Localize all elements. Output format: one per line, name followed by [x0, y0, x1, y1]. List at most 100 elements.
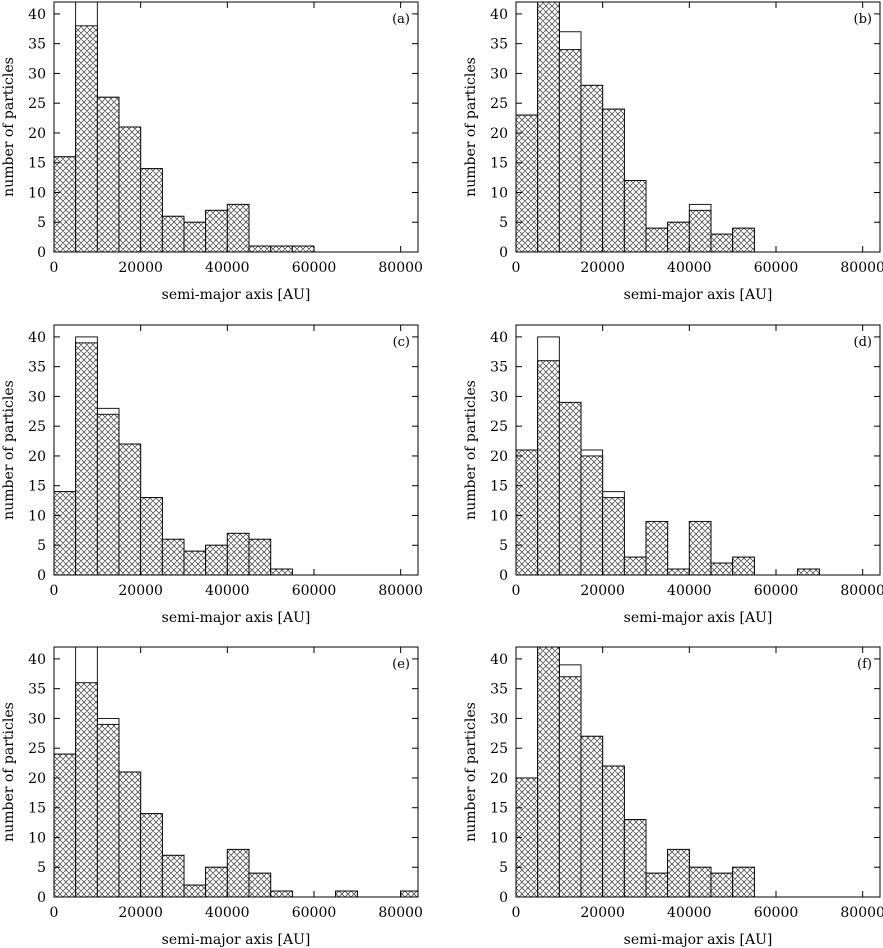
y-axis-label: number of particles	[1, 57, 17, 197]
plot-frame	[53, 324, 419, 576]
x-axis-label: semi-major axis [AU]	[624, 287, 773, 303]
bar-hatched	[140, 168, 163, 252]
y-tick-label: 35	[28, 682, 46, 698]
panel-letter: (e)	[392, 657, 410, 672]
x-axis-label: semi-major axis [AU]	[162, 610, 311, 626]
bars-group	[516, 336, 820, 575]
y-tick-label: 10	[28, 830, 46, 846]
y-tick-label: 0	[499, 245, 508, 261]
y-tick-label: 20	[28, 449, 46, 465]
bar-hatched	[270, 890, 293, 897]
x-tick-label: 60000	[754, 260, 799, 276]
bar-hatched	[270, 568, 293, 575]
bar-hatched	[645, 227, 669, 252]
y-tick-label: 40	[490, 652, 508, 668]
x-tick-label: 0	[512, 583, 521, 599]
y-tick-label: 25	[490, 741, 508, 757]
x-tick-label: 20000	[118, 905, 163, 921]
x-axis-label: semi-major axis [AU]	[162, 932, 311, 948]
y-tick-label: 5	[37, 215, 46, 231]
panel-d: 0 5 10 15 20 25 30 35 40 0 20000 40000 60000 80000 sem…	[463, 324, 883, 626]
bar-hatched	[516, 114, 539, 252]
y-axis-label: number of particles	[1, 380, 17, 520]
bar-hatched	[688, 866, 712, 897]
bar-hatched	[226, 848, 250, 897]
bar-hatched	[205, 866, 228, 897]
x-tick-label: 80000	[378, 260, 423, 276]
bar-hatched	[645, 872, 669, 897]
bar-hatched	[667, 568, 690, 575]
x-tick-label: 60000	[292, 583, 337, 599]
y-tick-label: 15	[28, 801, 46, 817]
y-tick-label: 30	[28, 66, 46, 82]
bar-hatched	[602, 108, 625, 252]
y-tick-label: 25	[490, 419, 508, 435]
bar-hatched	[558, 49, 582, 252]
bar-hatched	[602, 765, 625, 897]
bar-hatched	[96, 723, 120, 897]
plot-frame	[515, 646, 881, 898]
bars-group	[54, 2, 315, 252]
bar-hatched	[537, 647, 560, 897]
bar-hatched	[54, 491, 77, 575]
y-tick-label: 25	[28, 96, 46, 112]
bar-hatched	[732, 866, 755, 897]
y-tick-label: 40	[490, 7, 508, 23]
bar-hatched	[580, 84, 604, 252]
bar-hatched	[688, 520, 712, 575]
y-tick-label: 15	[28, 156, 46, 172]
y-tick-label: 20	[490, 126, 508, 142]
y-axis-label: number of particles	[1, 702, 17, 842]
bar-hatched	[797, 568, 820, 575]
bar-hatched	[205, 209, 228, 252]
bar-hatched	[248, 245, 272, 252]
bars-group	[516, 2, 755, 252]
y-tick-label: 40	[28, 652, 46, 668]
y-tick-label: 30	[28, 389, 46, 405]
x-tick-label: 20000	[580, 583, 625, 599]
y-tick-label: 15	[490, 156, 508, 172]
bar-hatched	[667, 848, 690, 897]
bar-hatched	[335, 890, 358, 897]
x-axis-label: semi-major axis [AU]	[162, 287, 311, 303]
x-tick-label: 80000	[840, 260, 883, 276]
bar-hatched	[183, 221, 207, 252]
bars-group	[516, 647, 755, 897]
x-tick-label: 0	[50, 260, 59, 276]
x-tick-label: 40000	[667, 905, 712, 921]
bar-hatched	[732, 227, 755, 252]
bars-group	[54, 647, 418, 897]
bar-hatched	[75, 682, 98, 897]
bar-hatched	[602, 497, 625, 575]
y-tick-label: 10	[490, 830, 508, 846]
y-tick-label: 35	[490, 360, 508, 376]
panel-letter: (f)	[857, 657, 872, 672]
y-tick-label: 25	[28, 741, 46, 757]
bar-hatched	[623, 819, 647, 897]
bar-hatched	[226, 203, 250, 252]
bar-hatched	[140, 813, 163, 897]
panel-letter: (b)	[854, 12, 872, 27]
x-tick-label: 60000	[292, 905, 337, 921]
bar-hatched	[161, 854, 185, 897]
y-axis-label: number of particles	[463, 57, 479, 197]
y-axis-label: number of particles	[463, 380, 479, 520]
panel-letter: (c)	[393, 335, 410, 350]
y-tick-label: 30	[28, 711, 46, 727]
x-tick-label: 20000	[580, 260, 625, 276]
y-tick-label: 10	[28, 508, 46, 524]
y-tick-label: 35	[28, 37, 46, 53]
bar-hatched	[537, 360, 560, 575]
bar-hatched	[205, 544, 228, 575]
x-axis-label: semi-major axis [AU]	[624, 610, 773, 626]
y-tick-label: 5	[499, 215, 508, 231]
bar-hatched	[291, 245, 315, 252]
y-tick-label: 10	[28, 185, 46, 201]
y-tick-label: 20	[490, 771, 508, 787]
y-tick-label: 0	[37, 890, 46, 906]
bar-hatched	[732, 556, 755, 575]
bar-hatched	[270, 245, 293, 252]
y-tick-label: 30	[490, 711, 508, 727]
y-tick-label: 0	[499, 890, 508, 906]
x-tick-label: 20000	[118, 260, 163, 276]
